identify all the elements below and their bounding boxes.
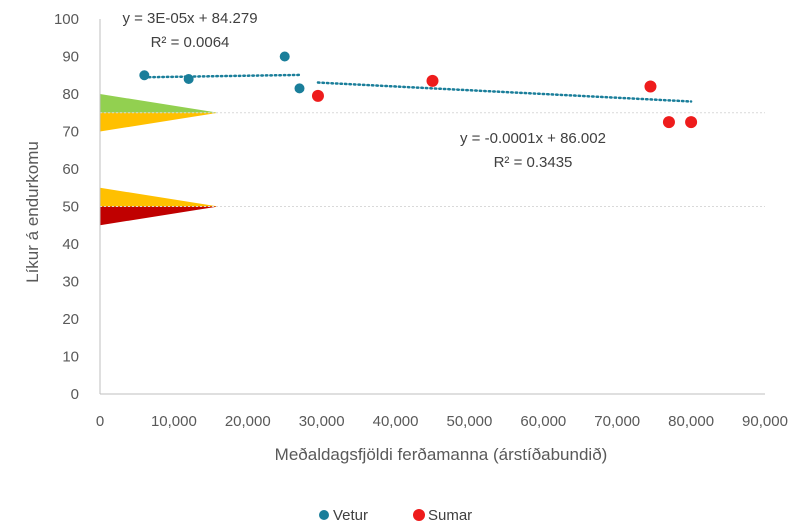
trend-r2-sumar: R² = 0.3435	[494, 154, 573, 171]
data-point-sumar	[685, 116, 698, 129]
x-tick-label: 10,000	[151, 413, 197, 430]
data-point-vetur	[183, 74, 194, 84]
y-tick-label: 60	[62, 161, 79, 178]
x-tick-label: 30,000	[299, 413, 345, 430]
legend-label-vetur: Vetur	[333, 507, 368, 523]
data-point-vetur	[139, 70, 150, 81]
x-tick-label: 0	[96, 413, 104, 430]
trend-equation-vetur: y = 3E-05x + 84.279	[122, 10, 257, 27]
legend: Vetur Sumar	[319, 507, 472, 523]
legend-marker-vetur	[319, 510, 329, 520]
y-tick-labels: 0 10 20 30 40 50 60 70 80 90 100	[54, 11, 79, 403]
data-point-vetur	[279, 51, 290, 62]
y-tick-label: 0	[71, 386, 79, 403]
x-tick-label: 80,000	[668, 413, 714, 430]
data-point-sumar	[311, 89, 324, 102]
reference-lines	[100, 112, 765, 207]
x-tick-label: 60,000	[520, 413, 566, 430]
y-tick-label: 50	[62, 199, 79, 216]
threshold-lower-wedge-1	[100, 112, 219, 132]
data-point-vetur	[294, 83, 305, 94]
x-tick-label: 40,000	[373, 413, 419, 430]
x-tick-labels: 0 10,000 20,000 30,000 40,000 50,000 60,000 70,…	[96, 413, 788, 430]
threshold-lower-wedge-2	[100, 206, 219, 226]
legend-marker-sumar	[413, 509, 425, 521]
y-tick-label: 70	[62, 124, 79, 141]
legend-label-sumar: Sumar	[428, 507, 472, 523]
data-point-sumar	[662, 116, 675, 129]
y-axis-title: Líkur á endurkomu	[23, 141, 42, 283]
data-point-sumar	[426, 74, 439, 87]
y-tick-label: 30	[62, 274, 79, 291]
y-tick-label: 100	[54, 11, 79, 28]
data-points	[139, 51, 698, 129]
x-axis-title: Meðaldagsfjöldi ferðamanna (árstíðabundi…	[275, 445, 608, 464]
trend-r2-vetur: R² = 0.0064	[151, 34, 230, 51]
trendlines	[143, 73, 693, 103]
data-point-sumar	[644, 80, 657, 93]
x-tick-label: 50,000	[446, 413, 492, 430]
axes	[99, 19, 765, 395]
y-tick-label: 80	[62, 86, 79, 103]
threshold-markers	[100, 94, 219, 226]
x-tick-label: 90,000	[742, 413, 788, 430]
y-tick-label: 90	[62, 49, 79, 66]
threshold-upper-wedge-2	[100, 187, 219, 207]
x-tick-label: 20,000	[225, 413, 271, 430]
x-tick-label: 70,000	[594, 413, 640, 430]
y-tick-label: 40	[62, 236, 79, 253]
trend-equation-sumar: y = -0.0001x + 86.002	[460, 130, 606, 147]
trendline-sumar	[316, 81, 693, 103]
y-tick-label: 20	[62, 311, 79, 328]
threshold-upper-wedge-1	[100, 94, 219, 113]
trendline-vetur	[143, 73, 301, 79]
y-tick-label: 10	[62, 349, 79, 366]
